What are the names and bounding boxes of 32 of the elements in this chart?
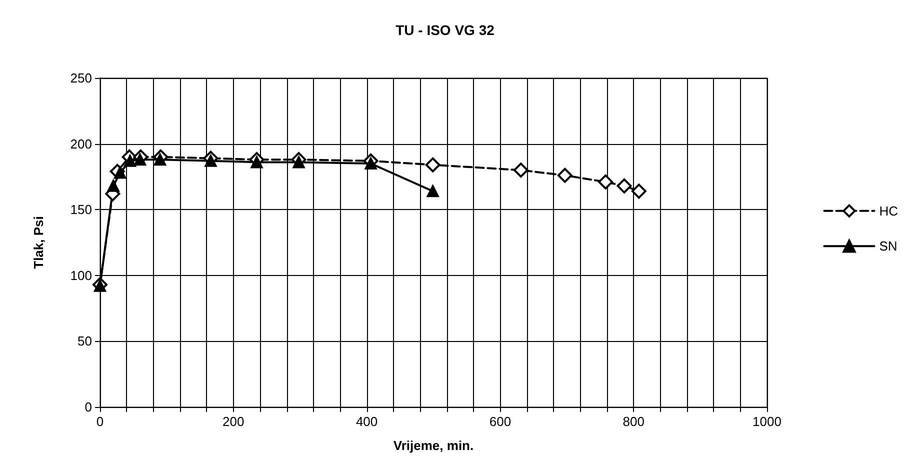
point bbox=[598, 174, 614, 190]
y-tick-label: 100 bbox=[70, 268, 92, 283]
point bbox=[425, 157, 440, 172]
point bbox=[292, 156, 305, 168]
x-tick-label: 600 bbox=[489, 414, 512, 429]
point bbox=[124, 154, 136, 167]
x-tick-label: 200 bbox=[222, 414, 244, 429]
x-tick-label: 800 bbox=[622, 414, 644, 429]
point bbox=[513, 162, 528, 178]
y-tick-label: 0 bbox=[84, 400, 92, 414]
x-tick-label: 1000 bbox=[752, 414, 782, 429]
y-axis-title: Tlak, Psi bbox=[31, 216, 46, 269]
point bbox=[154, 154, 166, 166]
x-axis-title: Vrijeme, min. bbox=[393, 438, 474, 453]
point bbox=[134, 154, 146, 166]
legend-label: HC bbox=[879, 203, 898, 218]
y-tick-label: 250 bbox=[70, 70, 92, 86]
y-tick-label: 200 bbox=[70, 136, 92, 152]
point bbox=[364, 158, 377, 170]
point bbox=[204, 154, 217, 167]
legend-label: SN bbox=[879, 238, 898, 254]
point bbox=[426, 185, 439, 198]
point bbox=[250, 156, 263, 168]
y-tick-label: 150 bbox=[70, 202, 92, 218]
x-tick-label: 400 bbox=[356, 414, 378, 429]
y-tick-label: 50 bbox=[78, 334, 92, 349]
point bbox=[107, 180, 120, 192]
x-tick-label: 0 bbox=[96, 414, 104, 429]
point bbox=[631, 184, 646, 199]
chart-title: TU - ISO VG 32 bbox=[396, 22, 495, 38]
point bbox=[616, 178, 632, 194]
point bbox=[557, 168, 572, 183]
